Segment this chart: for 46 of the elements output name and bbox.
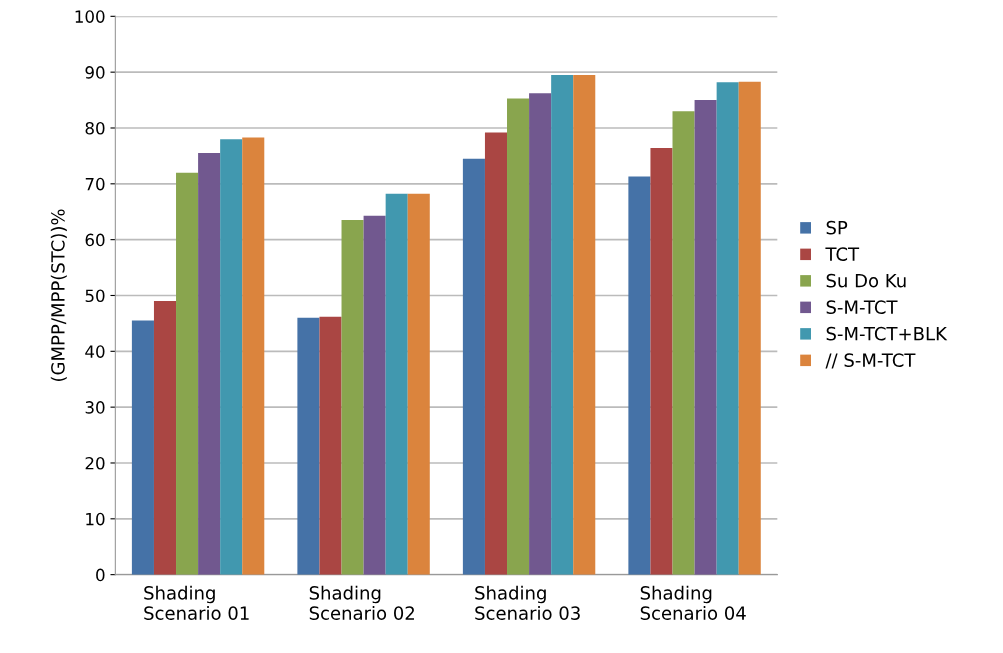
y-axis-title: (GMPP/MPP(STC))%	[50, 209, 67, 382]
bar	[385, 193, 408, 575]
bar	[694, 100, 717, 575]
y-tick-label: 20	[85, 456, 105, 470]
x-tick-label: Shading Scenario 04	[640, 585, 746, 620]
x-tick-label: Shading Scenario 01	[144, 585, 249, 620]
bar	[484, 132, 508, 575]
y-tick-label: 30	[85, 401, 105, 414]
bar	[716, 82, 739, 575]
bar	[672, 111, 695, 575]
bar	[153, 301, 177, 575]
bar	[628, 176, 651, 575]
bar	[220, 139, 243, 575]
bar	[650, 148, 673, 575]
bar	[507, 98, 530, 575]
bar	[551, 74, 574, 575]
bar	[297, 317, 320, 575]
x-tick-label: Shading Scenario 02	[309, 585, 414, 620]
legend-label: Su Do Ku	[826, 273, 906, 288]
y-tick-label: 80	[85, 121, 105, 135]
y-tick-label: 40	[85, 345, 105, 358]
y-tick-label: 70	[85, 177, 105, 191]
x-tick-label: Shading Scenario 03	[475, 585, 580, 620]
bar	[462, 158, 485, 575]
bar	[738, 81, 761, 575]
bar	[242, 137, 265, 575]
legend-label: // S-M-TCT	[825, 353, 916, 369]
bar	[176, 172, 199, 575]
bar	[407, 193, 430, 575]
y-tick-label: 90	[85, 66, 105, 79]
y-tick-label: 60	[85, 233, 105, 247]
bar	[529, 93, 552, 575]
bar	[319, 316, 342, 575]
bar	[363, 215, 386, 575]
y-tick-label: 50	[85, 289, 105, 303]
y-tick-label: 0	[96, 568, 105, 582]
bar	[198, 153, 221, 575]
bar	[131, 320, 154, 575]
y-tick-label: 10	[86, 512, 105, 526]
bar	[573, 74, 596, 575]
y-tick-label: 100	[75, 10, 105, 23]
bar	[341, 220, 364, 575]
legend-label: TCT	[825, 247, 860, 261]
legend-label: SP	[826, 220, 848, 235]
legend-label: S-M-TCT+BLK	[826, 326, 948, 341]
legend-label: S-M-TCT	[826, 300, 898, 314]
